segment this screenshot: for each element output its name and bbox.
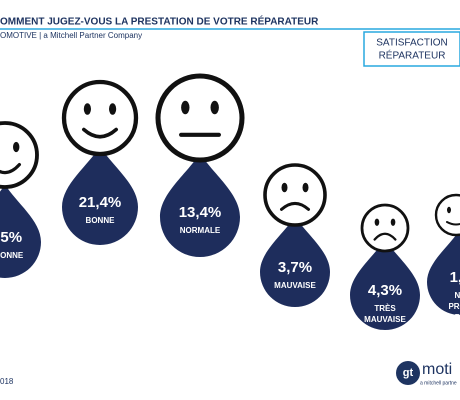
face <box>263 163 327 227</box>
face-eye <box>374 218 380 226</box>
drop-value: 3,7% <box>278 259 312 276</box>
badge <box>363 31 460 67</box>
face <box>360 203 410 253</box>
face-eye <box>83 103 91 115</box>
drop-value: 4,3% <box>368 282 402 299</box>
face-eye <box>447 206 451 214</box>
drop <box>62 146 138 245</box>
drop <box>160 153 240 257</box>
drop-label: MAUVAISE <box>364 315 406 324</box>
drop-label: NORMALE <box>180 226 221 235</box>
face-mouth <box>446 221 460 226</box>
drop-label: MAUVAISE <box>274 281 316 290</box>
logo-mark: gt <box>403 367 414 379</box>
face-eye <box>109 103 117 115</box>
drop <box>260 216 330 307</box>
drop-label: S BONNE <box>0 251 24 260</box>
face <box>61 79 139 157</box>
drop <box>0 184 41 278</box>
drop <box>427 229 460 315</box>
logo-text: moti <box>422 361 452 378</box>
drop-label: NE <box>454 291 460 300</box>
logo-badge <box>396 361 420 385</box>
drop-value: 5,5% <box>0 229 22 246</box>
drop <box>350 239 420 330</box>
footer-year: 018 <box>0 377 14 386</box>
face-eye <box>281 182 288 193</box>
logo-sub: a mitchell partne <box>420 380 457 386</box>
drop-label: PRON <box>448 302 460 311</box>
badge-line: SATISFACTION <box>376 38 448 49</box>
face-mouth <box>0 163 21 175</box>
face-eye <box>13 141 20 153</box>
drop-value: 13,4% <box>179 204 222 221</box>
header-subtitle: OMOTIVE | a Mitchell Partner Company <box>0 31 142 40</box>
face-eye <box>181 100 190 115</box>
drop-value: 21,4% <box>79 194 122 211</box>
face-mouth <box>280 201 310 211</box>
drop-value: 1,8 <box>450 269 460 286</box>
face-mouth <box>82 127 118 139</box>
drop-label: TRÈS <box>374 304 396 313</box>
face-eye <box>302 182 309 193</box>
badge-line: RÉPARATEUR <box>379 49 446 62</box>
header-title: OMMENT JUGEZ-VOUS LA PRESTATION DE VOTRE… <box>0 15 319 28</box>
face <box>155 73 245 163</box>
drop-label: BONNE <box>86 216 116 225</box>
face-mouth <box>373 232 397 241</box>
face-eye <box>210 100 219 115</box>
drop-label: PA <box>455 313 460 322</box>
face-eye <box>390 218 396 226</box>
